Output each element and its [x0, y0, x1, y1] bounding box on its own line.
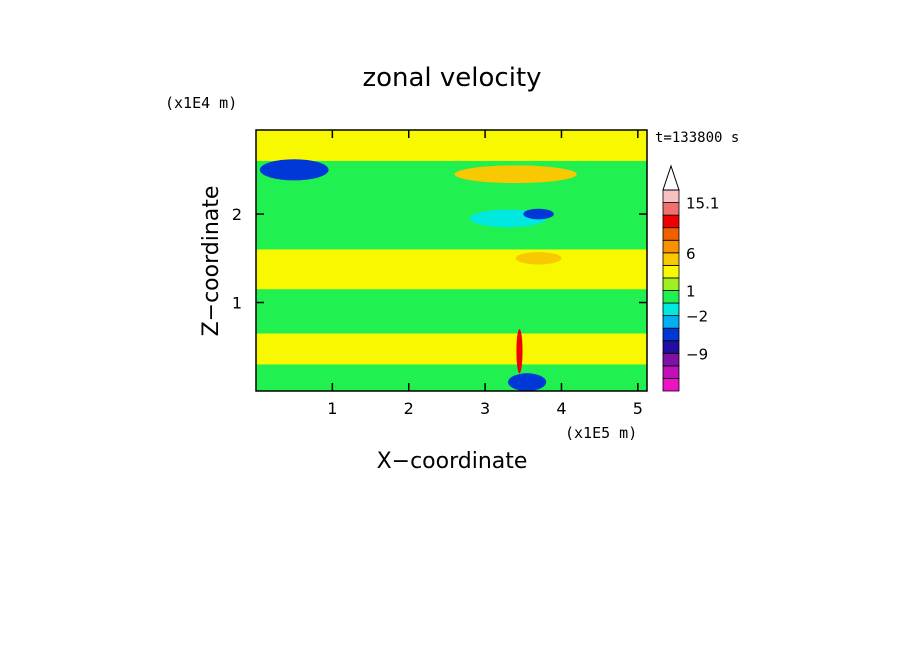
- x-tick-label: 1: [327, 399, 337, 418]
- colorbar-swatch: [662, 315, 680, 329]
- x-tick-label: 5: [633, 399, 643, 418]
- x-tick-label: 4: [556, 399, 566, 418]
- colorbar-swatch: [662, 302, 680, 317]
- colorbar-tick-label: 15.1: [686, 195, 719, 213]
- plot-frame: [255, 129, 648, 392]
- y-scale-label: (x1E4 m): [165, 94, 237, 112]
- colorbar-tick-label: 6: [686, 245, 696, 263]
- colorbar-tick-label: −9: [686, 345, 708, 363]
- x-axis-label: X−coordinate: [377, 449, 528, 474]
- colorbar-swatch: [662, 264, 680, 279]
- y-tick-label: 1: [232, 294, 242, 313]
- colorbar-tick-label: 1: [686, 283, 696, 301]
- field-feature-blue: [508, 373, 547, 391]
- chart-title: zonal velocity: [362, 63, 541, 93]
- field-feature-orange: [454, 165, 577, 184]
- field-feature-orange: [515, 252, 562, 265]
- y-axis-label: Z−coordinate: [199, 186, 224, 337]
- x-tick-label: 2: [404, 399, 414, 418]
- field-feature-red: [516, 329, 523, 374]
- colorbar-swatch: [662, 290, 680, 304]
- colorbar-swatch: [662, 214, 680, 229]
- colorbar-swatch: [662, 277, 680, 291]
- colorbar-swatch: [662, 227, 680, 241]
- colorbar-swatch: [662, 202, 680, 216]
- colorbar-swatch: [662, 252, 680, 266]
- colorbar-swatch: [662, 365, 680, 379]
- colorbar: −9 −2 1 6 15.1: [662, 164, 719, 392]
- field-feature-blue: [523, 208, 554, 220]
- colorbar-swatch: [662, 378, 680, 392]
- field-band-top: [256, 130, 647, 161]
- field-band-mid: [256, 249, 647, 290]
- field-feature-blue: [259, 159, 329, 181]
- y-tick-label: 2: [232, 205, 242, 224]
- colorbar-swatch: [662, 352, 680, 367]
- colorbar-swatch: [662, 327, 680, 342]
- x-tick-label: 3: [480, 399, 490, 418]
- field-band-low: [256, 333, 647, 365]
- time-label: t=133800 s: [655, 130, 739, 146]
- colorbar-extend-arrow: [662, 164, 680, 191]
- x-scale-label: (x1E5 m): [565, 424, 637, 442]
- y-axis-ticks: 12: [232, 205, 647, 313]
- colorbar-tick-label: −2: [686, 308, 708, 326]
- contour-field: [256, 130, 647, 391]
- colorbar-swatch: [662, 340, 680, 354]
- colorbar-swatch: [662, 189, 680, 203]
- colorbar-swatch: [662, 239, 680, 254]
- x-axis-ticks: 1 2 3 4 5: [327, 130, 643, 418]
